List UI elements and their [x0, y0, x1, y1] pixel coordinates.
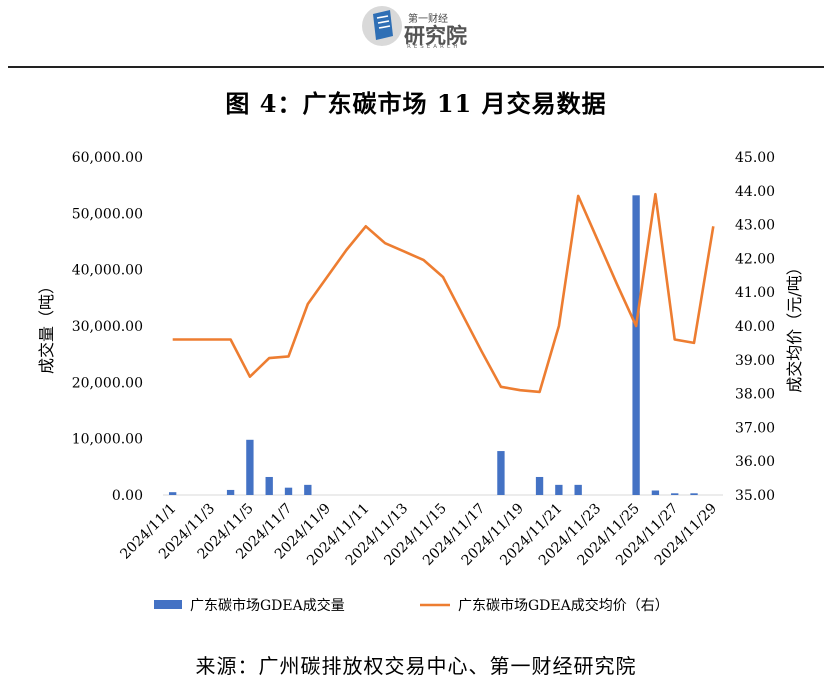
volume-bar — [651, 490, 660, 495]
y2-tick-label: 37.00 — [735, 420, 775, 436]
y2-tick-label: 44.00 — [735, 184, 775, 200]
legend-swatch-volume — [154, 600, 182, 609]
y-tick-label: 20,000.00 — [72, 375, 143, 391]
report-header: 第一财经 研究院 RESEARCH — [0, 0, 832, 68]
logo-text: 研究院 — [404, 24, 467, 48]
volume-bar — [574, 484, 582, 495]
source-note: 来源：广州碳排放权交易中心、第一财经研究院 — [195, 654, 637, 678]
logo-name: 第一财经 — [408, 14, 448, 25]
volume-bar — [671, 493, 679, 495]
logo-subtext: RESEARCH — [407, 44, 461, 50]
trading-chart: 0.00 10,000.00 20,000.00 30,000.00 40,000.00… — [37, 150, 804, 614]
y2-tick-label: 42.00 — [735, 251, 775, 267]
legend-label-price: 广东碳市场GDEA成交均价（右） — [458, 597, 669, 614]
y2-tick-label: 43.00 — [735, 218, 775, 234]
volume-bar — [690, 493, 698, 495]
y2-tick-label: 40.00 — [735, 319, 775, 335]
volume-bar — [246, 439, 254, 495]
y2-tick-label: 41.00 — [735, 285, 775, 301]
figure-title: 图 4：广东碳市场 11 月交易数据 — [225, 89, 607, 118]
y-tick-label: 30,000.00 — [72, 319, 143, 335]
legend-label-volume: 广东碳市场GDEA成交量 — [190, 597, 345, 614]
y-tick-label: 10,000.00 — [72, 432, 143, 448]
y-axis-title: 成交量（吨） — [37, 278, 56, 374]
volume-bar — [555, 484, 563, 495]
y2-tick-label: 35.00 — [735, 488, 775, 504]
y-tick-label: 50,000.00 — [72, 206, 143, 222]
volume-bar — [265, 476, 273, 495]
y2-tick-label: 45.00 — [735, 150, 775, 166]
header-divider — [8, 66, 824, 68]
volume-bar — [284, 487, 293, 495]
volume-bar — [168, 492, 177, 495]
y-tick-label: 60,000.00 — [72, 150, 143, 166]
volume-bar — [535, 476, 544, 495]
brand-logo: 第一财经 研究院 RESEARCH — [360, 4, 472, 50]
y2-tick-label: 38.00 — [735, 387, 775, 403]
price-line — [172, 192, 715, 394]
volume-bar — [632, 195, 640, 495]
y-tick-label: 40,000.00 — [72, 263, 143, 279]
document-icon — [362, 6, 402, 46]
y2-axis-title: 成交均价（元/吨） — [785, 259, 804, 392]
y2-tick-label: 39.00 — [735, 353, 775, 369]
volume-bar — [304, 484, 312, 495]
y2-tick-label: 36.00 — [735, 454, 775, 470]
y-tick-label: 0.00 — [112, 488, 143, 504]
volume-bar — [226, 489, 235, 495]
volume-bar — [497, 451, 505, 495]
